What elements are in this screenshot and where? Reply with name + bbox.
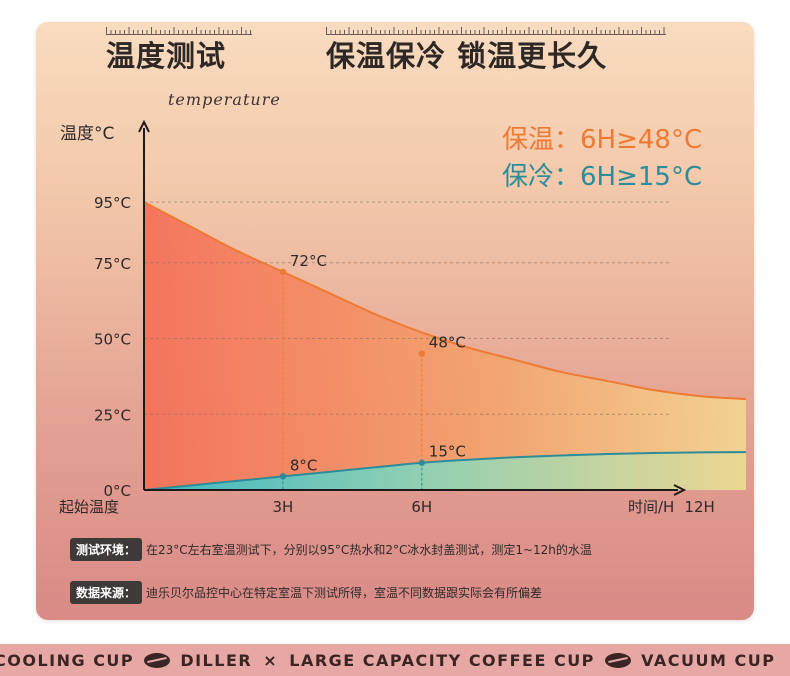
title-left-block: 温度测试: [106, 20, 252, 73]
y-axis-title: 温度°C: [60, 124, 114, 144]
note-tag-source: 数据来源：: [70, 581, 143, 604]
x-origin-label: 起始温度: [59, 498, 119, 516]
title-right: 保温保冷 锁温更长久: [326, 39, 608, 73]
cold-area: [144, 452, 746, 490]
y-tick-label: 25°C: [94, 406, 131, 424]
coffee-bean-icon: [604, 653, 631, 668]
y-tick-label: 75°C: [94, 255, 131, 273]
legend-hot-label: 保温：6H≥48°C: [502, 125, 702, 155]
note-text-source: 迪乐贝尔品控中心在特定室温下测试所得，室温不同数据跟实际会有所偏差: [146, 586, 543, 600]
hot-data-label: 48°C: [429, 334, 466, 352]
title-right-block: 保温保冷 锁温更长久: [326, 20, 666, 73]
y-tick-label: 0°C: [103, 482, 131, 500]
hot-data-point: [418, 350, 425, 357]
note-row-source: 数据来源： 迪乐贝尔品控中心在特定室温下测试所得，室温不同数据跟实际会有所偏差: [70, 581, 542, 604]
hot-data-label: 72°C: [290, 252, 327, 270]
cold-data-label: 15°C: [429, 443, 466, 461]
x-tick-label: 3H: [272, 498, 293, 516]
footer-cross: ×: [263, 650, 279, 670]
y-axis-arrow-icon: [138, 119, 150, 133]
note-row-environment: 测试环境： 在23°C左右室温测试下，分别以95°C热水和2°C冰水封盖测试，测…: [70, 538, 592, 561]
cold-data-point: [279, 473, 287, 480]
x-axis-arrow-icon: [673, 484, 687, 496]
note-tag-environment: 测试环境：: [70, 538, 143, 561]
ruler-decoration-right: [326, 27, 666, 35]
y-tick-label: 95°C: [94, 194, 131, 212]
x-tick-label: 12H: [684, 498, 714, 516]
cold-data-label: 8°C: [290, 456, 318, 474]
x-axis-title: 时间/H: [628, 498, 674, 516]
ruler-decoration-left: [106, 27, 252, 35]
hot-area: [144, 202, 746, 490]
coffee-bean-icon: [144, 653, 171, 668]
title-left: 温度测试: [106, 39, 227, 73]
cold-data-point: [418, 459, 425, 466]
cold-series-line: [143, 451, 746, 491]
footer-text-1: COOLING CUP: [0, 650, 135, 670]
title-left-script: temperature: [168, 90, 281, 109]
footer-text-2: DILLER: [180, 650, 253, 670]
y-tick-label: 50°C: [94, 331, 131, 349]
hot-series-line: [143, 201, 746, 401]
note-text-environment: 在23°C左右室温测试下，分别以95°C热水和2°C冰水封盖测试，测定1~12h…: [146, 543, 592, 557]
footer-banner: COOLING CUP DILLER × LARGE CAPACITY COFF…: [0, 644, 790, 676]
hot-data-point: [279, 268, 287, 276]
x-tick-label: 6H: [411, 498, 432, 516]
footer-text-4: VACUUM CUP: [641, 650, 776, 670]
legend-cold-label: 保冷：6H≥15°C: [502, 162, 702, 192]
footer-text-3: LARGE CAPACITY COFFEE CUP: [289, 650, 595, 670]
